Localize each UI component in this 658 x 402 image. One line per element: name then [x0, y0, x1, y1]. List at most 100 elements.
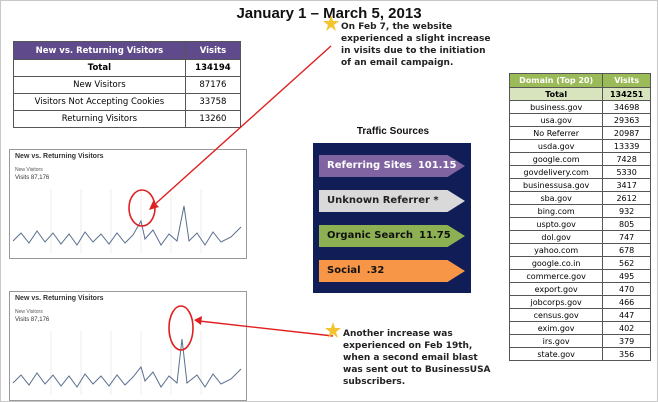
table-cell: 34698 [602, 100, 651, 114]
table-cell: google.co.in [508, 256, 604, 270]
table-cell: 379 [602, 334, 651, 348]
table-cell: 20987 [602, 126, 651, 140]
table-cell: yahoo.com [508, 243, 604, 257]
table-cell: exim.gov [508, 321, 604, 335]
table-row: Visitors Not Accepting Cookies 33758 [13, 93, 242, 111]
table-cell: jobcorps.gov [508, 295, 604, 309]
table-cell: 747 [602, 230, 651, 244]
table-row: sba.gov 2612 [508, 191, 651, 205]
traffic-arrow: Unknown Referrer *20.90 [319, 190, 465, 212]
traffic-arrow: Social .32 [319, 260, 465, 282]
table-cell: 447 [602, 308, 651, 322]
traffic-label: Organic Search [327, 230, 414, 241]
header-row: New vs. Returning Visitors Visits [13, 41, 242, 60]
table-cell: business.gov [508, 100, 604, 114]
table-cell: Returning Visitors [13, 110, 186, 128]
table-cell: 29363 [602, 113, 651, 127]
table-cell: irs.gov [508, 334, 604, 348]
header-cell: Visits [602, 73, 651, 88]
visitors-table: New vs. Returning Visitors Visits Total 134… [13, 41, 242, 128]
mini-chart-series: New Visitors [15, 309, 43, 315]
mini-chart-title: New vs. Returning Visitors [15, 153, 104, 160]
table-cell: uspto.gov [508, 217, 604, 231]
table-cell: govdelivery.com [508, 165, 604, 179]
traffic-value: 11.75 [419, 230, 451, 241]
traffic-title: Traffic Sources [356, 126, 430, 137]
header-cell: Domain (Top 20) [508, 73, 604, 88]
table-cell: New Visitors [13, 76, 186, 94]
table-cell: 5330 [602, 165, 651, 179]
mini-chart-title: New vs. Returning Visitors [15, 295, 104, 302]
table-cell: usda.gov [508, 139, 604, 153]
table-cell: 13260 [184, 110, 242, 128]
table-row: census.gov 447 [508, 308, 651, 322]
table-row: commerce.gov 495 [508, 269, 651, 283]
table-row: No Referrer 20987 [508, 126, 651, 140]
table-cell: 2612 [602, 191, 651, 205]
table-cell: export.gov [508, 282, 604, 296]
table-row: govdelivery.com 5330 [508, 165, 651, 179]
star-icon [325, 322, 341, 338]
page-title: January 1 – March 5, 2013 [236, 5, 422, 22]
table-row: Returning Visitors 13260 [13, 110, 242, 128]
table-cell: 13339 [602, 139, 651, 153]
table-cell: Total [13, 59, 186, 77]
table-cell: Visitors Not Accepting Cookies [13, 93, 186, 111]
traffic-label: Social [327, 265, 361, 276]
table-cell: 402 [602, 321, 651, 335]
domains-table: Domain (Top 20) Visits Total 134251 business… [508, 73, 651, 361]
mini-chart-series: New Visitors [15, 167, 43, 173]
table-cell: bing.com [508, 204, 604, 218]
traffic-value: 101.15 [417, 160, 457, 171]
table-cell: 470 [602, 282, 651, 296]
annotation: Another increase was experienced on Feb … [343, 329, 491, 387]
traffic-panel: Referring Sites 101.15 Unknown Referrer *2… [313, 143, 471, 293]
mini-chart: New vs. Returning Visitors New Visitors … [9, 291, 247, 401]
table-row: usda.gov 13339 [508, 139, 651, 153]
table-cell: 932 [602, 204, 651, 218]
table-cell: 562 [602, 256, 651, 270]
table-cell: 33758 [184, 93, 242, 111]
header-cell: New vs. Returning Visitors [13, 41, 186, 60]
table-row: businessusa.gov 3417 [508, 178, 651, 192]
table-row: state.gov 356 [508, 347, 651, 361]
table-cell: commerce.gov [508, 269, 604, 283]
table-cell: 805 [602, 217, 651, 231]
table-row: google.com 7428 [508, 152, 651, 166]
table-row: New Visitors 87176 [13, 76, 242, 94]
table-row: Total 134194 [13, 59, 242, 77]
table-cell: google.com [508, 152, 604, 166]
table-cell: No Referrer [508, 126, 604, 140]
table-cell: 134194 [184, 59, 242, 77]
table-row: export.gov 470 [508, 282, 651, 296]
table-row: business.gov 34698 [508, 100, 651, 114]
mini-chart-summary: Visits 87,176 [15, 175, 50, 181]
table-cell: sba.gov [508, 191, 604, 205]
traffic-label: Unknown Referrer * [327, 195, 439, 206]
traffic-arrow: Referring Sites 101.15 [319, 155, 465, 177]
table-cell: 678 [602, 243, 651, 257]
table-cell: 466 [602, 295, 651, 309]
table-row: bing.com 932 [508, 204, 651, 218]
table-cell: usa.gov [508, 113, 604, 127]
table-cell: 495 [602, 269, 651, 283]
table-cell: state.gov [508, 347, 604, 361]
table-row: uspto.gov 805 [508, 217, 651, 231]
header-row: Domain (Top 20) Visits [508, 73, 651, 88]
table-row: google.co.in 562 [508, 256, 651, 270]
table-cell: 7428 [602, 152, 651, 166]
table-cell: 356 [602, 347, 651, 361]
traffic-arrow: Organic Search 11.75 [319, 225, 465, 247]
table-row: dol.gov 747 [508, 230, 651, 244]
annotation: On Feb 7, the website experienced a slig… [341, 22, 491, 68]
table-cell: Total [508, 87, 604, 101]
traffic-label: Referring Sites [327, 160, 412, 171]
table-row: jobcorps.gov 466 [508, 295, 651, 309]
table-row: exim.gov 402 [508, 321, 651, 335]
table-cell: 134251 [602, 87, 651, 101]
traffic-value: .32 [366, 265, 385, 276]
header-cell: Visits [184, 41, 242, 60]
table-cell: dol.gov [508, 230, 604, 244]
table-cell: businessusa.gov [508, 178, 604, 192]
